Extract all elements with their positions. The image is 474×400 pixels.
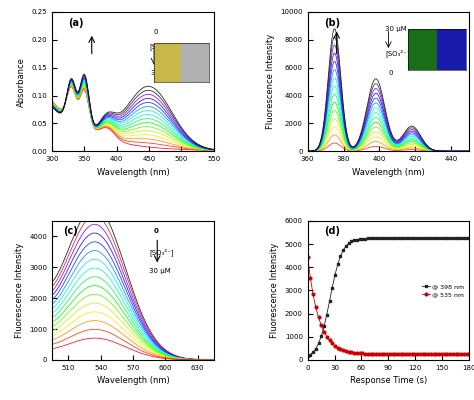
@ 398 nm	[466, 236, 472, 241]
@ 535 nm	[346, 349, 352, 354]
Y-axis label: Fluorescence Intensity: Fluorescence Intensity	[270, 243, 279, 338]
Legend: @ 398 nm, @ 535 nm: @ 398 nm, @ 535 nm	[419, 281, 466, 300]
Text: (a): (a)	[68, 18, 84, 28]
X-axis label: Wavelength (nm): Wavelength (nm)	[97, 168, 169, 177]
@ 398 nm	[351, 238, 357, 243]
Y-axis label: Absorbance: Absorbance	[17, 57, 26, 106]
Text: 30 μM: 30 μM	[149, 268, 171, 274]
Text: 0: 0	[154, 29, 158, 35]
@ 535 nm	[305, 254, 310, 259]
Y-axis label: Fluorescence Intensity: Fluorescence Intensity	[15, 243, 24, 338]
Text: [SO₃²⁻]: [SO₃²⁻]	[149, 249, 174, 256]
Text: 30 μM: 30 μM	[151, 70, 173, 76]
@ 535 nm	[406, 352, 412, 356]
Text: 0: 0	[388, 70, 393, 76]
Text: 30 μM: 30 μM	[385, 26, 407, 32]
@ 398 nm	[332, 272, 338, 277]
Y-axis label: Fluorescence Intensity: Fluorescence Intensity	[265, 34, 274, 129]
@ 398 nm	[360, 236, 365, 241]
Line: @ 535 nm: @ 535 nm	[306, 255, 471, 356]
@ 535 nm	[360, 351, 365, 356]
X-axis label: Response Time (s): Response Time (s)	[350, 376, 427, 386]
Text: (c): (c)	[64, 226, 78, 236]
X-axis label: Wavelength (nm): Wavelength (nm)	[352, 168, 425, 177]
X-axis label: Wavelength (nm): Wavelength (nm)	[97, 376, 169, 386]
@ 398 nm	[346, 241, 352, 246]
Line: @ 398 nm: @ 398 nm	[306, 237, 471, 358]
Text: (b): (b)	[324, 18, 340, 28]
@ 535 nm	[332, 343, 338, 348]
@ 398 nm	[305, 354, 310, 358]
@ 535 nm	[466, 352, 472, 356]
Text: 0: 0	[154, 228, 159, 234]
Text: (d): (d)	[324, 226, 340, 236]
Text: [SO₃²⁻]: [SO₃²⁻]	[385, 50, 410, 57]
Text: [SO₃²⁻]: [SO₃²⁻]	[149, 43, 174, 50]
@ 535 nm	[357, 351, 363, 356]
@ 535 nm	[351, 350, 357, 355]
@ 398 nm	[357, 237, 363, 242]
@ 398 nm	[406, 236, 412, 241]
